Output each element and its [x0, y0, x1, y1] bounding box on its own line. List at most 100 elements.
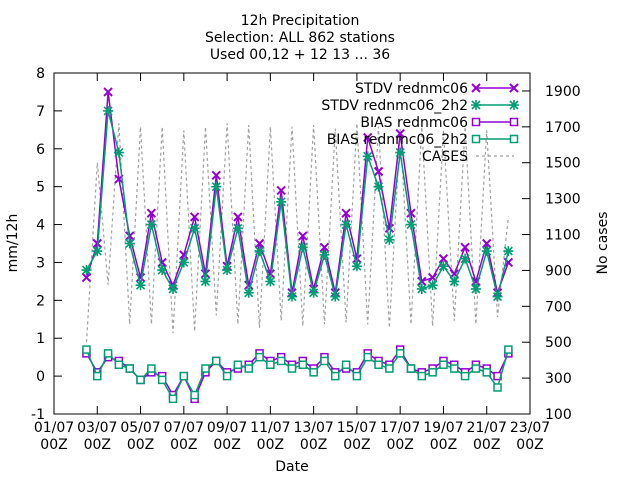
legend-marker [471, 117, 481, 127]
data-point [125, 364, 134, 373]
legend-label: BIAS rednmc06 [360, 115, 468, 131]
data-point [200, 276, 211, 287]
data-point [341, 208, 351, 218]
series-1 [81, 105, 514, 302]
data-point [168, 394, 178, 404]
data-point [103, 349, 113, 358]
data-point [460, 242, 470, 252]
y-tick-label: 8 [36, 66, 45, 82]
y2-tick-label: 900 [545, 263, 572, 279]
data-point [266, 360, 275, 369]
data-point [395, 349, 405, 358]
y-tick-label: 0 [36, 369, 45, 385]
x-tick-label-date: 23/07 [510, 420, 550, 436]
plot-frame [53, 72, 531, 415]
x-tick-label-hour: 00Z [170, 437, 197, 453]
y2-tick-label: 300 [545, 371, 572, 387]
data-point [298, 231, 308, 241]
data-point [82, 345, 91, 354]
data-point [384, 234, 395, 245]
data-point [146, 208, 157, 218]
data-point [190, 390, 199, 400]
data-point [255, 352, 264, 362]
series-4 [85, 123, 509, 343]
data-point [438, 261, 449, 272]
data-point [189, 223, 200, 234]
title-line-3: Used 00,12 + 12 13 ... 36 [210, 47, 390, 63]
x-tick-label-date: 07/07 [164, 420, 204, 436]
y2-tick-label: 500 [545, 335, 572, 351]
data-point [297, 242, 308, 253]
data-point [504, 345, 513, 354]
data-point [319, 249, 330, 260]
series-line [85, 91, 510, 296]
data-point [168, 283, 178, 294]
x-tick-label-date: 19/07 [423, 420, 463, 436]
data-point [103, 105, 114, 116]
legend-marker [471, 134, 481, 144]
y2-axis-label: No cases [595, 212, 611, 275]
y-tick-label: 4 [36, 218, 45, 234]
data-point [189, 212, 200, 222]
y-tick-label: 2 [36, 293, 45, 309]
data-point [416, 283, 427, 294]
data-point [232, 223, 243, 234]
data-point [178, 257, 189, 268]
y2-tick-label: 1700 [545, 120, 581, 136]
data-point [179, 371, 189, 381]
data-point [460, 253, 471, 264]
legend-marker [509, 83, 519, 93]
data-point [481, 246, 492, 257]
data-point [428, 368, 437, 377]
x-tick-label-hour: 00Z [84, 437, 111, 453]
legend-label: STDV rednmc06 [355, 81, 468, 97]
series-line [85, 110, 510, 297]
x-axis-ticks: 01/0700Z03/0700Z05/0700Z07/0700Z09/0700Z… [34, 73, 550, 453]
title-line-1: 12h Precipitation [241, 13, 360, 29]
x-tick-label-hour: 00Z [127, 437, 154, 453]
x-tick-label-date: 15/07 [337, 420, 377, 436]
y2-tick-label: 700 [545, 299, 572, 315]
data-point [254, 238, 265, 249]
data-point [438, 253, 449, 264]
data-point [244, 364, 253, 373]
data-point [362, 151, 373, 162]
data-point [276, 196, 287, 207]
y2-tick-label: 1500 [545, 156, 581, 172]
data-point [363, 352, 372, 362]
y-tick-label: 5 [36, 180, 45, 196]
data-point [460, 371, 470, 381]
data-point [124, 238, 135, 249]
y-axis-label: mm/12h [5, 214, 21, 273]
legend-label: BIAS rednmc06_2h2 [327, 132, 468, 148]
x-tick-label-date: 01/07 [34, 420, 74, 436]
data-point [92, 246, 103, 257]
data-point [233, 360, 243, 369]
data-point [211, 170, 221, 181]
x-tick-label-date: 03/07 [77, 420, 117, 436]
x-tick-label-date: 09/07 [207, 420, 247, 436]
x-tick-label-hour: 00Z [473, 437, 500, 453]
y2-tick-label: 100 [545, 407, 572, 423]
data-point [308, 287, 319, 298]
series-layer [81, 87, 514, 404]
data-point [81, 272, 92, 283]
data-point [320, 356, 329, 366]
legend-marker [509, 134, 519, 144]
x-tick-label-hour: 00Z [430, 437, 457, 453]
data-point [330, 291, 341, 302]
data-point [265, 276, 276, 287]
x-tick-label-hour: 00Z [40, 437, 67, 453]
x-tick-label-hour: 00Z [516, 437, 543, 453]
legend-marker [471, 83, 481, 93]
legend-marker [471, 100, 481, 110]
data-point [470, 283, 481, 294]
y2-tick-label: 1900 [545, 84, 581, 100]
data-point [449, 276, 460, 287]
x-tick-label-hour: 00Z [257, 437, 284, 453]
data-point [492, 291, 503, 302]
data-point [363, 132, 373, 143]
data-point [147, 364, 156, 373]
data-point [439, 360, 448, 369]
